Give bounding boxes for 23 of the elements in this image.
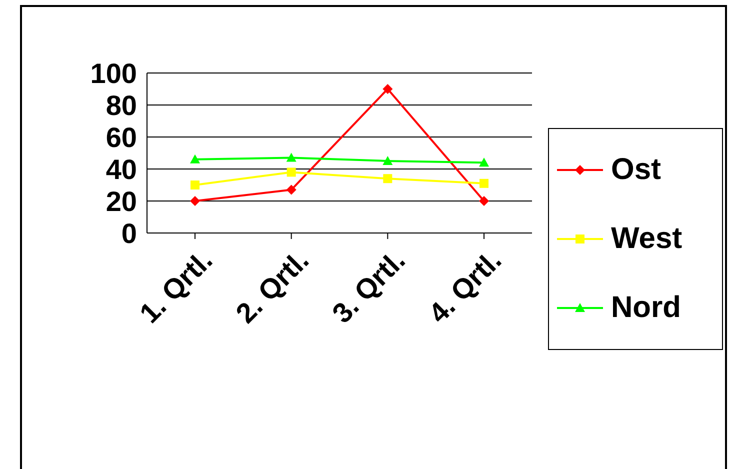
y-tick-label: 80 [106, 90, 137, 121]
point [383, 174, 392, 184]
x-tick-label: 2. Qrtl. [230, 244, 315, 330]
point [286, 168, 296, 177]
point [480, 178, 488, 188]
y-tick-label: 40 [106, 154, 137, 185]
y-tick-label: 100 [90, 58, 137, 89]
point [190, 180, 200, 190]
x-tick-label: 4. Qrtl. [422, 244, 508, 330]
point [382, 156, 393, 165]
legend-label: West [611, 222, 682, 256]
point [479, 158, 489, 167]
x-tick-label: 3. Qrtl. [326, 244, 411, 330]
point [382, 84, 393, 94]
legend-label: Nord [611, 291, 681, 326]
y-tick-label: 60 [106, 122, 137, 153]
point [286, 184, 296, 195]
y-tick-label: 20 [106, 186, 137, 217]
point [286, 152, 296, 162]
point [479, 196, 489, 206]
point [190, 154, 200, 164]
legend-label: Ost [611, 152, 662, 187]
point [190, 196, 200, 206]
